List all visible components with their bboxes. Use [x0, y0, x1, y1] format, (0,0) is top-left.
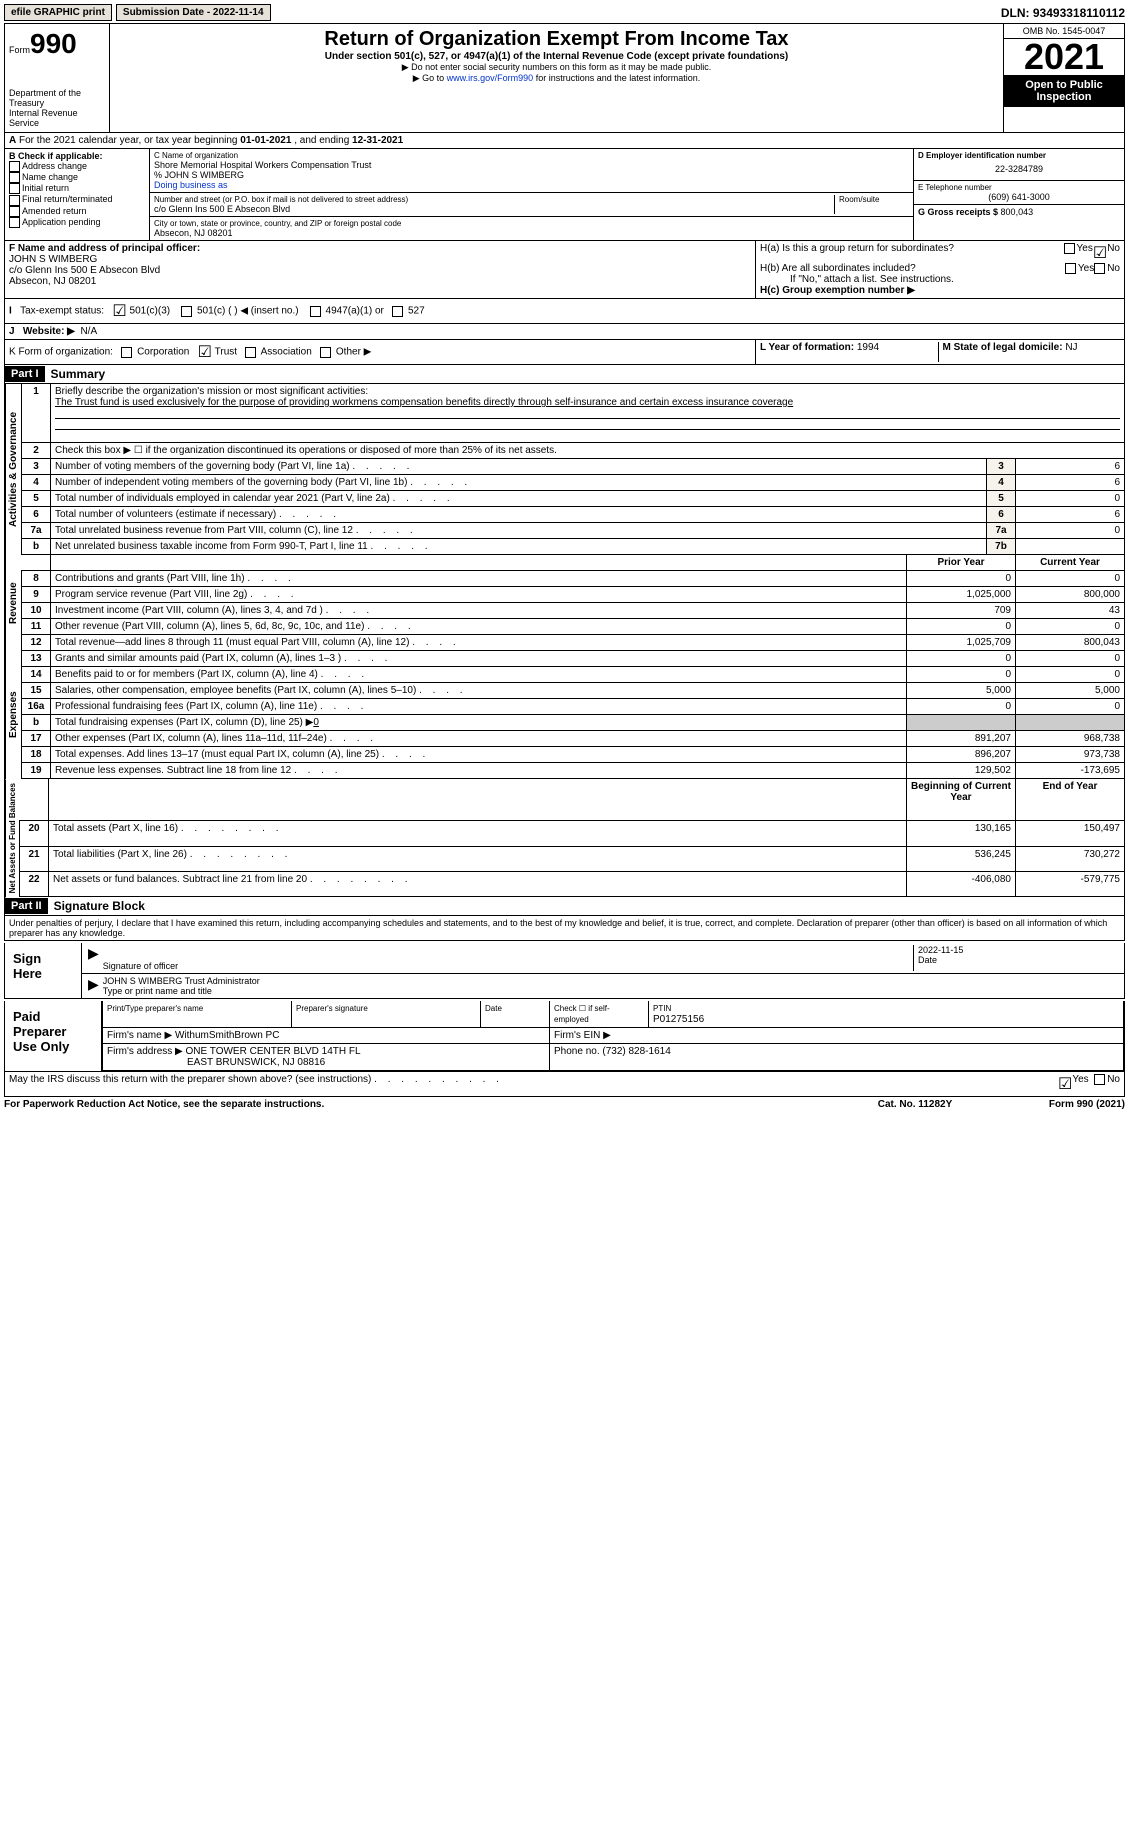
cb-corporation[interactable]	[121, 347, 132, 358]
dba-link[interactable]: Doing business as	[154, 180, 228, 190]
tax-year: 2021	[1004, 39, 1124, 75]
expenses-section: Expenses 13Grants and similar amounts pa…	[4, 651, 1125, 779]
cb-trust-checked: ☑	[198, 344, 212, 361]
form-header: Form990 Department of the Treasury Inter…	[4, 23, 1125, 133]
arrow-icon: ▶	[88, 945, 99, 971]
net-assets-section: Net Assets or Fund Balances Beginning of…	[4, 779, 1125, 897]
note-1: ▶ Do not enter social security numbers o…	[114, 62, 999, 73]
cb-501c3-checked: ☑	[112, 303, 126, 320]
cb-association[interactable]	[245, 347, 256, 358]
hb-yes[interactable]	[1065, 263, 1076, 274]
cb-final-return[interactable]: Final return/terminated	[9, 194, 145, 205]
cb-address-change[interactable]: Address change	[9, 161, 145, 172]
header-grid: B Check if applicable: Address change Na…	[4, 149, 1125, 241]
form-990-label: Form990	[9, 28, 105, 60]
cb-527[interactable]	[392, 306, 403, 317]
may-yes-check: ☑	[1058, 1074, 1072, 1094]
dln: DLN: 93493318110112	[1001, 6, 1125, 20]
dept-treasury: Department of the Treasury	[9, 88, 105, 108]
top-bar: efile GRAPHIC print Submission Date - 20…	[4, 4, 1125, 21]
form-subtitle: Under section 501(c), 527, or 4947(a)(1)…	[114, 51, 999, 62]
irs-link[interactable]: www.irs.gov/Form990	[447, 73, 534, 83]
section-h: H(a) Is this a group return for subordin…	[756, 241, 1124, 298]
submission-button[interactable]: Submission Date - 2022-11-14	[116, 4, 271, 21]
may-irs-discuss: May the IRS discuss this return with the…	[4, 1072, 1125, 1097]
arrow-icon: ▶	[88, 976, 99, 996]
footer: For Paperwork Reduction Act Notice, see …	[4, 1097, 1125, 1112]
form-title: Return of Organization Exempt From Incom…	[114, 28, 999, 51]
sign-here-block: Sign Here ▶Signature of officer2022-11-1…	[4, 943, 1125, 999]
cb-application-pending[interactable]: Application pending	[9, 217, 145, 228]
section-f: F Name and address of principal officer:…	[5, 241, 756, 298]
hb-no[interactable]	[1094, 263, 1105, 274]
address-cell: Number and street (or P.O. box if mail i…	[150, 193, 913, 217]
line-a: A For the 2021 calendar year, or tax yea…	[4, 133, 1125, 149]
phone-cell: E Telephone number (609) 641-3000	[914, 181, 1124, 205]
org-name-cell: C Name of organization Shore Memorial Ho…	[150, 149, 913, 193]
open-inspection: Open to Public Inspection	[1004, 75, 1124, 107]
cb-amended-return[interactable]: Amended return	[9, 206, 145, 217]
efile-button[interactable]: efile GRAPHIC print	[4, 4, 112, 21]
cb-501c[interactable]	[181, 306, 192, 317]
part-1-header: Part ISummary	[4, 365, 1125, 384]
cb-other[interactable]	[320, 347, 331, 358]
cb-4947[interactable]	[310, 306, 321, 317]
row-klm: K Form of organization: Corporation ☑ Tr…	[4, 340, 1125, 365]
part-2-header: Part IISignature Block	[4, 897, 1125, 916]
cb-initial-return[interactable]: Initial return	[9, 183, 145, 194]
note-2: ▶ Go to www.irs.gov/Form990 for instruct…	[114, 73, 999, 84]
cb-name-change[interactable]: Name change	[9, 172, 145, 183]
activities-governance: Activities & Governance 1 Briefly descri…	[4, 384, 1125, 555]
row-j: J Website: ▶ N/A	[4, 324, 1125, 340]
section-b: B Check if applicable: Address change Na…	[5, 149, 150, 240]
revenue-section: Revenue Prior YearCurrent Year 8Contribu…	[4, 555, 1125, 651]
ein-cell: D Employer identification number 22-3284…	[914, 149, 1124, 181]
declaration: Under penalties of perjury, I declare th…	[4, 916, 1125, 941]
ha-yes[interactable]	[1064, 243, 1075, 254]
paid-preparer-block: Paid Preparer Use Only Print/Type prepar…	[4, 1001, 1125, 1072]
ha-no-check: ☑	[1093, 243, 1107, 263]
row-i: I Tax-exempt status: ☑ 501(c)(3) 501(c) …	[4, 299, 1125, 324]
irs-label: Internal Revenue Service	[9, 108, 105, 128]
row-f-h: F Name and address of principal officer:…	[4, 241, 1125, 299]
city-cell: City or town, state or province, country…	[150, 217, 913, 240]
gross-receipts: G Gross receipts $ 800,043	[914, 205, 1124, 219]
may-no[interactable]	[1094, 1074, 1105, 1085]
